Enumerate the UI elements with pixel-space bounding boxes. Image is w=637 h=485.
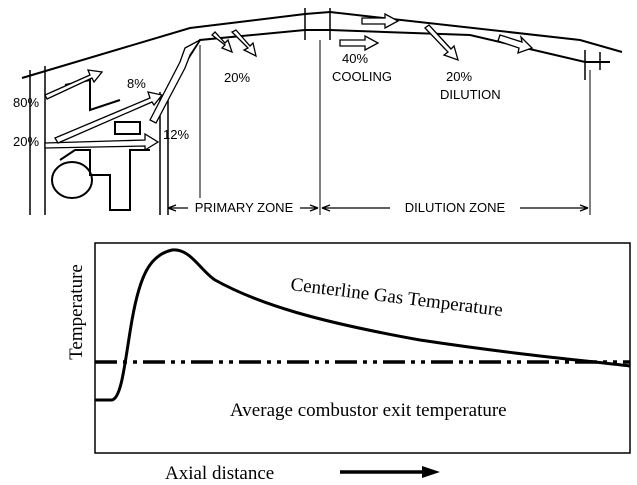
label: DILUTION — [440, 87, 501, 102]
label: 8% — [127, 76, 146, 91]
liner — [164, 29, 610, 96]
arrow — [54, 91, 164, 144]
combustor-schematic: 80% 20% 8% 12% 20% 40% COOLING 20% DILUT… — [13, 8, 623, 216]
arrow — [361, 12, 400, 30]
plot-frame — [94, 242, 631, 454]
arrow — [211, 31, 234, 54]
label: COOLING — [332, 69, 392, 84]
arrow — [44, 69, 104, 100]
label-bg — [390, 198, 520, 216]
nozzle — [51, 161, 93, 199]
arrow — [424, 24, 459, 62]
arrow — [44, 132, 160, 152]
arrow — [497, 34, 534, 54]
zone-label: PRIMARY ZONE — [195, 200, 294, 215]
label-bg — [188, 198, 300, 216]
arrow — [339, 34, 380, 52]
zone-boundaries — [199, 40, 591, 215]
arrow — [149, 39, 201, 124]
label: 20% — [224, 70, 250, 85]
reference-label: Average combustor exit temperature — [230, 400, 507, 421]
axis-arrow-head — [422, 466, 440, 478]
axis-label: Temperature — [66, 264, 87, 360]
label: 12% — [163, 127, 189, 142]
centerline-curve — [95, 248, 631, 402]
liner-joints — [304, 8, 601, 80]
label: 40% — [342, 51, 368, 66]
swirler — [114, 121, 141, 135]
zone-label: DILUTION ZONE — [405, 200, 506, 215]
outer-casing — [21, 10, 623, 79]
label: 80% — [13, 95, 39, 110]
label: 20% — [446, 69, 472, 84]
label: 20% — [13, 134, 39, 149]
curve-label: Centerline Gas Temperature — [289, 274, 504, 321]
frame — [29, 66, 169, 215]
temperature-plot: Temperature Centerline Gas Temperature A… — [66, 242, 631, 484]
axis-label: Axial distance — [165, 463, 274, 484]
arrow — [230, 29, 257, 58]
